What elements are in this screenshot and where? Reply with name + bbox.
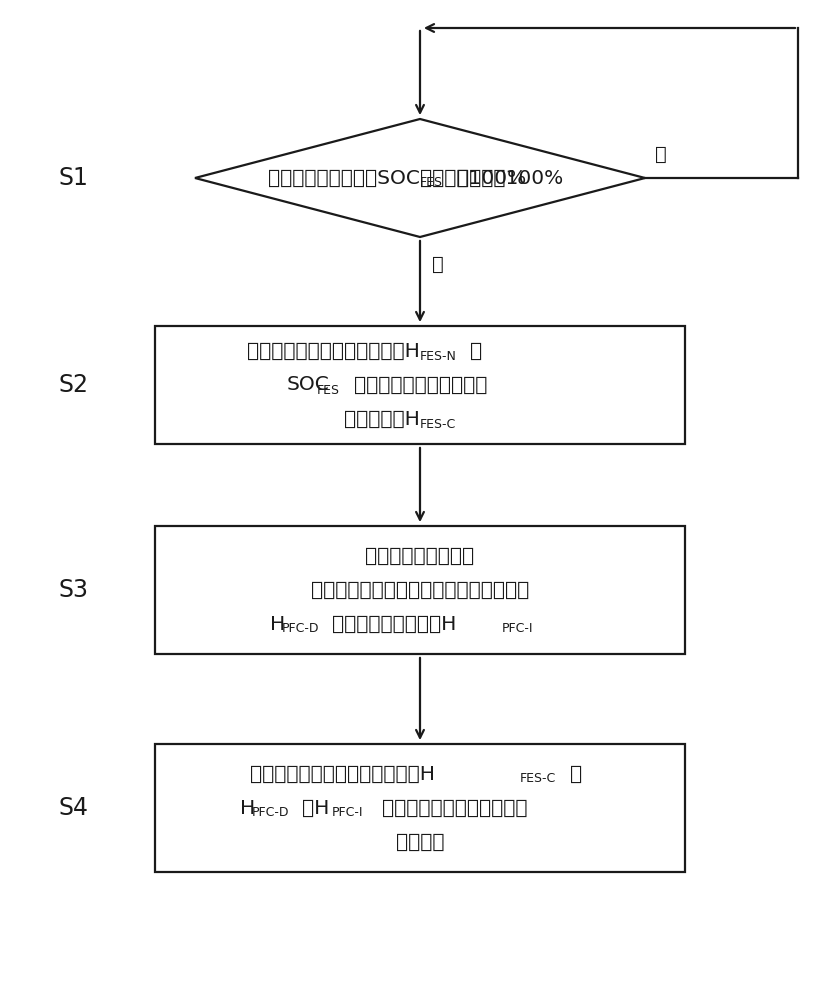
Text: FES: FES — [420, 176, 443, 190]
Text: S3: S3 — [58, 578, 88, 602]
Text: 监测飞轮储能装置的SOC: 监测飞轮储能装置的SOC — [268, 168, 420, 188]
Text: PFC-D: PFC-D — [282, 622, 319, 636]
Text: FES-C: FES-C — [420, 418, 456, 430]
Bar — [155, 744, 685, 872]
Text: SOC: SOC — [287, 375, 330, 394]
Text: 和: 和 — [470, 342, 482, 360]
Text: 是否小于100%: 是否小于100% — [420, 168, 526, 188]
Text: 是否小于100%: 是否小于100% — [457, 168, 564, 188]
Text: PFC-I: PFC-I — [332, 806, 364, 820]
Text: FES-C: FES-C — [520, 772, 556, 786]
Text: 根据电网频率扰动的不同，结合H: 根据电网频率扰动的不同，结合H — [250, 764, 435, 784]
Text: FES-N: FES-N — [420, 350, 457, 362]
Text: PFC-I: PFC-I — [502, 622, 533, 636]
Text: 否: 否 — [655, 145, 667, 164]
Text: 、H: 、H — [302, 798, 329, 818]
Text: S1: S1 — [58, 166, 88, 190]
Text: S2: S2 — [58, 373, 88, 397]
Text: 或需增加的积分电量H: 或需增加的积分电量H — [332, 614, 456, 634]
Text: ，实时计算飞轮储能装置: ，实时计算飞轮储能装置 — [354, 375, 487, 394]
Text: FES: FES — [317, 383, 340, 396]
Bar — [155, 326, 685, 444]
Text: 监测电网频率波动，: 监测电网频率波动， — [365, 546, 475, 566]
Text: 实时计算机组频率扰动需降低的积分电量: 实时计算机组频率扰动需降低的积分电量 — [311, 580, 529, 599]
Text: H: H — [240, 798, 255, 818]
Text: 等进行飞轮储能和机组综合: 等进行飞轮储能和机组综合 — [382, 798, 528, 818]
Text: S4: S4 — [58, 796, 88, 820]
Text: H: H — [270, 614, 286, 634]
Text: 是: 是 — [432, 255, 444, 274]
Text: 需充电容量H: 需充电容量H — [344, 410, 420, 428]
Bar — [155, 526, 685, 654]
Text: 调频控制: 调频控制 — [396, 832, 444, 852]
Text: 、: 、 — [570, 764, 582, 784]
Text: PFC-D: PFC-D — [252, 806, 290, 820]
Text: 根据飞轮储能装置的额定容量H: 根据飞轮储能装置的额定容量H — [247, 342, 420, 360]
